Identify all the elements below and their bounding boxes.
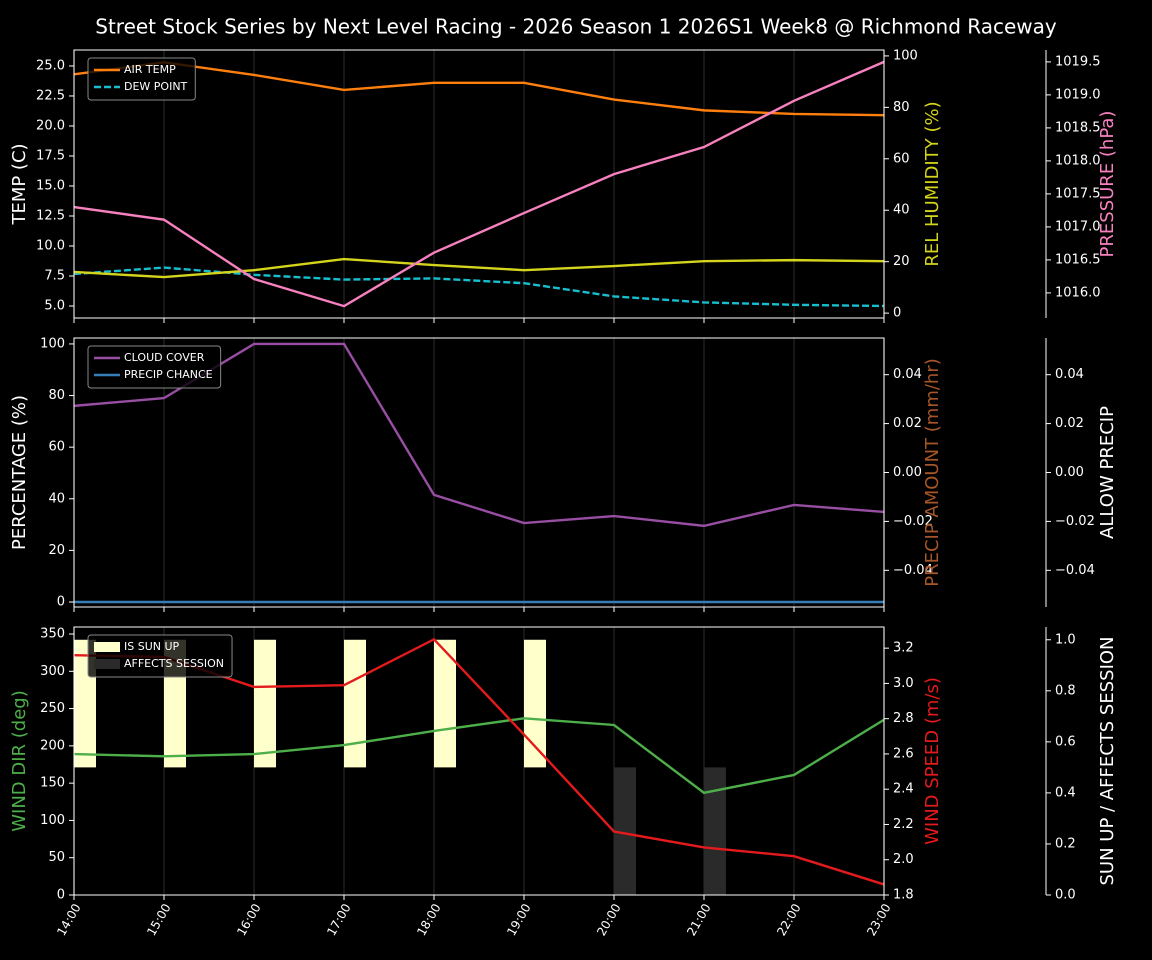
y2-tick-label: 3.2 [893,641,914,656]
y3-tick-label: 1.0 [1055,632,1076,647]
y3-tick-label: 0.8 [1055,683,1076,698]
y3-tick-label: 1017.0 [1055,219,1101,234]
bar [524,639,546,768]
legend-label: CLOUD COVER [124,351,205,364]
y3-tick-label: 1016.5 [1055,252,1101,267]
legend-box [87,57,196,101]
y2-axis-title: REL HUMIDITY (%) [922,101,943,266]
y3-tick-label: 1018.5 [1055,120,1101,135]
plot-frame [73,626,885,896]
y-tick-label: 5.0 [44,298,65,313]
y2-tick-label: 2.6 [893,746,914,761]
chart-title: Street Stock Series by Next Level Racing… [95,15,1057,39]
y-tick-label: 0 [57,888,65,903]
y3-tick-label: −0.02 [1055,514,1095,529]
line-series [73,61,885,117]
y3-tick-label: 1016.0 [1055,285,1101,300]
y2-tick-label: 1.8 [893,888,914,903]
legend-label: PRECIP CHANCE [124,368,213,381]
legend-swatch [94,659,120,669]
y3-tick-label: 0.00 [1055,465,1084,480]
y2-tick-label: 80 [893,100,910,115]
y2-tick-label: 2.4 [893,782,914,797]
y-axis-title: WIND DIR (deg) [9,690,30,832]
legend-label: IS SUN UP [124,640,180,653]
y-tick-label: 7.5 [44,268,65,283]
y3-tick-label: 1017.5 [1055,186,1101,201]
y-tick-label: 300 [40,664,65,679]
y3-axis-title: ALLOW PRECIP [1097,406,1118,539]
y-tick-label: 22.5 [36,88,65,103]
y-tick-label: 250 [40,701,65,716]
y3-tick-label: 0.04 [1055,367,1084,382]
y-tick-label: 17.5 [36,148,65,163]
y-tick-label: 15.0 [36,178,65,193]
legend-box [87,345,222,389]
legend-label: DEW POINT [124,80,188,93]
y-tick-label: 80 [48,388,65,403]
y2-axis-title: WIND SPEED (m/s) [922,677,943,845]
y3-tick-label: 1019.5 [1055,54,1101,69]
plot-frame [73,49,885,319]
y3-tick-label: 0.6 [1055,734,1076,749]
y2-tick-label: 0 [893,306,901,321]
y2-tick-label: 3.0 [893,676,914,691]
y-tick-label: 50 [48,850,65,865]
line-series [73,60,885,308]
y-tick-label: 25.0 [36,58,65,73]
bar [434,639,456,768]
y2-tick-label: 2.8 [893,711,914,726]
y3-tick-label: 1019.0 [1055,87,1101,102]
y3-axis-title: PRESSURE (hPa) [1097,111,1118,258]
y2-tick-label: 0.04 [893,367,922,382]
legend-label: AFFECTS SESSION [124,657,224,670]
y-tick-label: 200 [40,738,65,753]
y-tick-label: 150 [40,776,65,791]
y-axis-title: PERCENTAGE (%) [9,395,30,550]
y-tick-label: 10.0 [36,238,65,253]
bar [704,767,726,895]
y2-tick-label: −0.02 [893,514,933,529]
legend-box [87,634,233,678]
y-tick-label: 20 [48,543,65,558]
y3-tick-label: 0.02 [1055,416,1084,431]
bar [254,639,276,768]
y3-tick-label: 0.0 [1055,888,1076,903]
legend-swatch [94,642,120,652]
y2-tick-label: 20 [893,254,910,269]
y3-tick-label: 0.4 [1055,785,1076,800]
y2-axis-title: PRECIP AMOUNT (mm/hr) [922,358,943,587]
y2-tick-label: 60 [893,151,910,166]
y2-tick-label: 2.2 [893,817,914,832]
y-tick-label: 350 [40,627,65,642]
y-tick-label: 20.0 [36,118,65,133]
y3-tick-label: 0.2 [1055,836,1076,851]
y3-axis-title: SUN UP / AFFECTS SESSION [1097,636,1118,885]
y2-tick-label: 0.00 [893,465,922,480]
y-tick-label: 100 [40,813,65,828]
y2-tick-label: 40 [893,203,910,218]
y-tick-label: 100 [40,336,65,351]
bar [614,767,636,895]
y-tick-label: 40 [48,491,65,506]
y2-tick-label: 100 [893,48,918,63]
y3-tick-label: −0.04 [1055,563,1095,578]
y-tick-label: 12.5 [36,208,65,223]
legend-label: AIR TEMP [124,63,176,76]
y3-tick-label: 1018.0 [1055,153,1101,168]
line-series [73,717,885,795]
y-tick-label: 60 [48,440,65,455]
line-series [73,266,885,308]
y-axis-title: TEMP (C) [9,143,30,225]
y-tick-label: 0 [57,594,65,609]
y2-tick-label: 2.0 [893,852,914,867]
y2-tick-label: −0.04 [893,563,933,578]
bar [344,639,366,768]
y2-tick-label: 0.02 [893,416,922,431]
line-series [73,257,885,279]
